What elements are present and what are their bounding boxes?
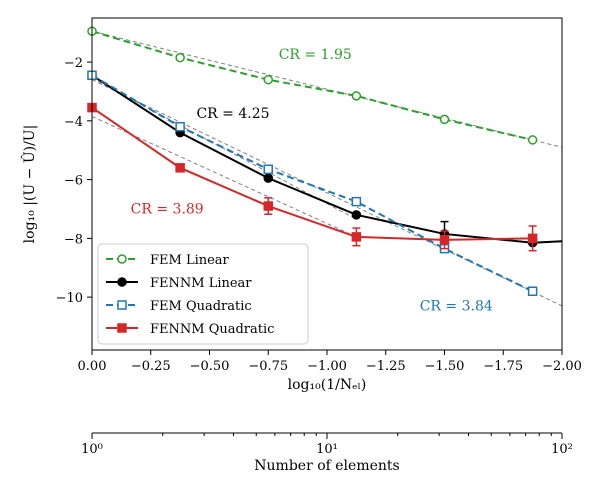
y-tick-label: −2 <box>64 56 83 71</box>
x-tick-label: −0.25 <box>131 359 171 374</box>
series-line <box>91 74 563 244</box>
series-line <box>91 30 533 141</box>
data-point <box>263 173 273 183</box>
secondary-tick-label: 10⁰ <box>81 442 103 457</box>
x-axis-label: log₁₀(1/Nₑₗ) <box>288 377 367 393</box>
data-point <box>263 74 273 85</box>
secondary-tick-label: 10¹ <box>316 442 338 457</box>
legend-marker <box>117 300 127 310</box>
y-tick-label: −10 <box>56 291 83 306</box>
secondary-axis: 10⁰ 10¹ 10² Number of elements <box>81 432 573 474</box>
x-tick-label: −0.75 <box>248 359 288 374</box>
convergence-rate-label: CR = 1.95 <box>279 47 352 63</box>
legend-item-fem-linear: FEM Linear <box>106 253 230 268</box>
data-point <box>263 164 273 175</box>
y-tick-label: −8 <box>64 232 83 247</box>
annotations: CR = 1.95 CR = 4.25 CR = 3.89 CR = 3.84 <box>131 47 493 314</box>
x-tick-label: −1.75 <box>483 359 523 374</box>
convergence-rate-label: CR = 3.84 <box>420 298 493 314</box>
data-point <box>351 232 362 242</box>
series-fennm-linear <box>87 70 563 248</box>
legend-item-fennm-linear: FENNM Linear <box>106 276 252 291</box>
x-tick-label: −1.00 <box>307 359 347 374</box>
fit-line <box>91 77 357 220</box>
legend-label: FEM Linear <box>150 253 230 268</box>
legend-label: FENNM Quadratic <box>150 322 274 337</box>
x-tick-label: −1.25 <box>366 359 406 374</box>
data-point <box>351 210 362 220</box>
legend-box <box>97 243 309 345</box>
y-tick-label: −6 <box>64 174 83 189</box>
legend-item-fem-quadratic: FEM Quadratic <box>106 299 252 314</box>
legend-label: FENNM Linear <box>150 276 252 291</box>
fit-line <box>91 30 563 148</box>
x-tick-label: 0.00 <box>78 359 107 374</box>
fit-lines <box>91 30 563 307</box>
data-point <box>175 163 185 173</box>
series-layer <box>87 26 563 296</box>
data-point <box>263 201 273 211</box>
data-point <box>351 91 362 101</box>
legend-marker <box>117 277 127 287</box>
data-point <box>527 135 538 145</box>
x-tick-label: −0.50 <box>190 359 230 374</box>
data-point <box>351 196 362 207</box>
x-tick-label: −1.50 <box>425 359 465 374</box>
y-tick-label: −4 <box>64 115 83 130</box>
legend-marker <box>117 323 127 333</box>
data-point <box>175 52 185 63</box>
series-line <box>91 106 533 241</box>
data-point <box>439 114 450 125</box>
data-point <box>439 235 450 245</box>
secondary-axis-label: Number of elements <box>254 458 399 474</box>
data-point <box>175 121 185 132</box>
legend-label: FEM Quadratic <box>150 299 252 314</box>
data-point <box>527 233 538 244</box>
legend-marker <box>117 254 127 264</box>
fit-line <box>91 79 563 307</box>
x-axis-ticks: 0.00 −0.25 −0.50 −0.75 −1.00 −1.25 −1.50 −1.75 −… <box>78 350 582 374</box>
convergence-rate-label: CR = 3.89 <box>131 201 204 217</box>
y-axis-ticks: −2 −4 −6 −8 −10 <box>56 56 92 306</box>
secondary-tick-label: 10² <box>551 442 573 457</box>
series-line <box>91 74 534 293</box>
data-point <box>527 286 538 296</box>
legend: FEM Linear FENNM Linear FEM Quadratic FENNM… <box>97 243 309 345</box>
y-axis-label: log₁₀ |(U − Û)/U| <box>20 125 38 244</box>
convergence-rate-label: CR = 4.25 <box>196 106 269 122</box>
legend-item-fennm-quadratic: FENNM Quadratic <box>106 322 274 337</box>
x-tick-label: −2.00 <box>542 359 582 374</box>
